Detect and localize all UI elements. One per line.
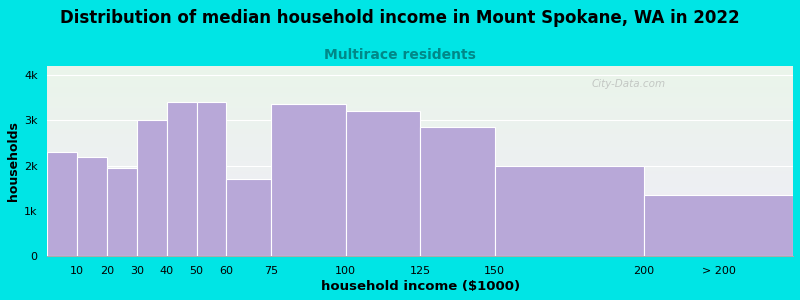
Text: Distribution of median household income in Mount Spokane, WA in 2022: Distribution of median household income … xyxy=(60,9,740,27)
Bar xyxy=(137,120,166,256)
X-axis label: household income ($1000): household income ($1000) xyxy=(321,280,520,293)
Y-axis label: households: households xyxy=(7,121,20,201)
Text: City-Data.com: City-Data.com xyxy=(592,79,666,89)
Bar xyxy=(78,157,107,256)
Bar xyxy=(346,111,420,256)
Bar xyxy=(495,166,644,256)
Bar xyxy=(197,102,226,256)
Bar xyxy=(644,195,793,256)
Bar xyxy=(271,104,346,256)
Bar xyxy=(420,127,495,256)
Bar xyxy=(226,179,271,256)
Bar xyxy=(166,102,197,256)
Text: Multirace residents: Multirace residents xyxy=(324,48,476,62)
Bar xyxy=(47,152,78,256)
Bar xyxy=(107,168,137,256)
